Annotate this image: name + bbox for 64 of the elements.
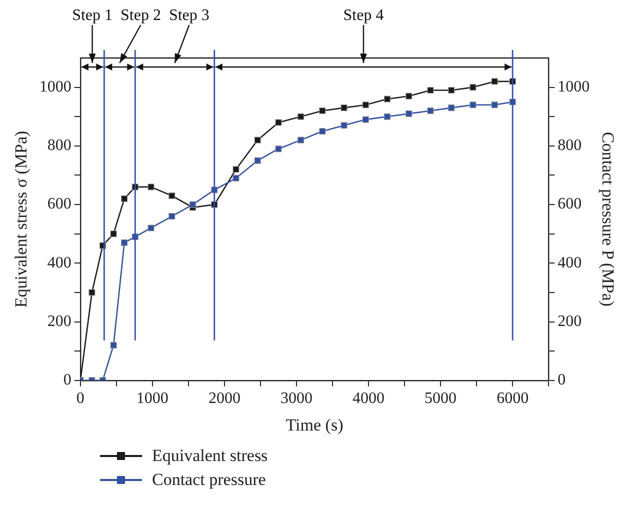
point	[168, 192, 176, 200]
point	[88, 289, 96, 296]
point	[232, 166, 240, 173]
point	[491, 102, 498, 108]
point	[427, 86, 434, 94]
point	[275, 119, 282, 126]
x-tick-label: 1000	[136, 390, 168, 408]
point	[298, 136, 304, 144]
point	[384, 96, 391, 102]
y-tick-label: 1000	[39, 78, 72, 96]
y-tick-label: 200	[47, 312, 72, 330]
x-tick-label: 2000	[208, 390, 240, 408]
point	[448, 86, 455, 94]
point	[384, 113, 391, 120]
y-tick-label: 800	[47, 137, 72, 154]
point	[168, 213, 176, 220]
y-axis-title: Equivalent stress σ (MPa)	[12, 130, 31, 308]
point	[232, 174, 240, 182]
y2-tick-label: 400	[558, 254, 582, 272]
point	[319, 128, 326, 135]
legend-label: Contact pressure	[152, 470, 266, 490]
point	[254, 157, 261, 164]
point	[148, 184, 154, 190]
point	[470, 84, 476, 91]
point	[190, 201, 196, 208]
point	[427, 107, 434, 114]
x-tick-label: 0	[76, 390, 84, 408]
x-tick-label: 5000	[424, 390, 457, 408]
point	[406, 110, 412, 117]
point	[470, 102, 476, 108]
y-tick-label: 600	[47, 196, 72, 213]
y2-tick-label: 800	[558, 137, 582, 154]
point	[340, 122, 348, 129]
text: Step 1	[72, 7, 113, 24]
point	[340, 104, 348, 112]
point	[298, 113, 304, 120]
text: Step 2	[120, 7, 161, 24]
point	[319, 107, 326, 114]
y2-tick-label: 1000	[558, 78, 590, 96]
y2-tick-label: 0	[558, 372, 566, 389]
y2-axis-title: Contact pressure P (MPa)	[598, 132, 618, 306]
text: Step 4	[343, 7, 384, 24]
point	[110, 342, 117, 348]
point	[275, 146, 282, 152]
point	[254, 136, 261, 144]
point	[121, 239, 128, 246]
x-tick-label: 4000	[352, 390, 385, 408]
y2-tick-label: 200	[558, 312, 582, 330]
y2-tick-label: 600	[558, 196, 582, 213]
point	[110, 230, 117, 238]
point	[362, 116, 369, 123]
point	[121, 195, 128, 202]
y-tick-label: 0	[63, 372, 72, 389]
point	[148, 224, 154, 232]
point	[406, 92, 412, 100]
point	[362, 102, 369, 108]
x-tick-label: 3000	[280, 390, 312, 408]
x-axis-title: Time (s)	[286, 415, 344, 434]
point	[491, 78, 498, 85]
x-tick-label: 6000	[496, 390, 529, 408]
y-tick-label: 400	[47, 254, 72, 272]
text: Step 3	[168, 7, 210, 24]
point	[448, 104, 455, 112]
legend-label: Equivalent stress	[152, 446, 268, 466]
